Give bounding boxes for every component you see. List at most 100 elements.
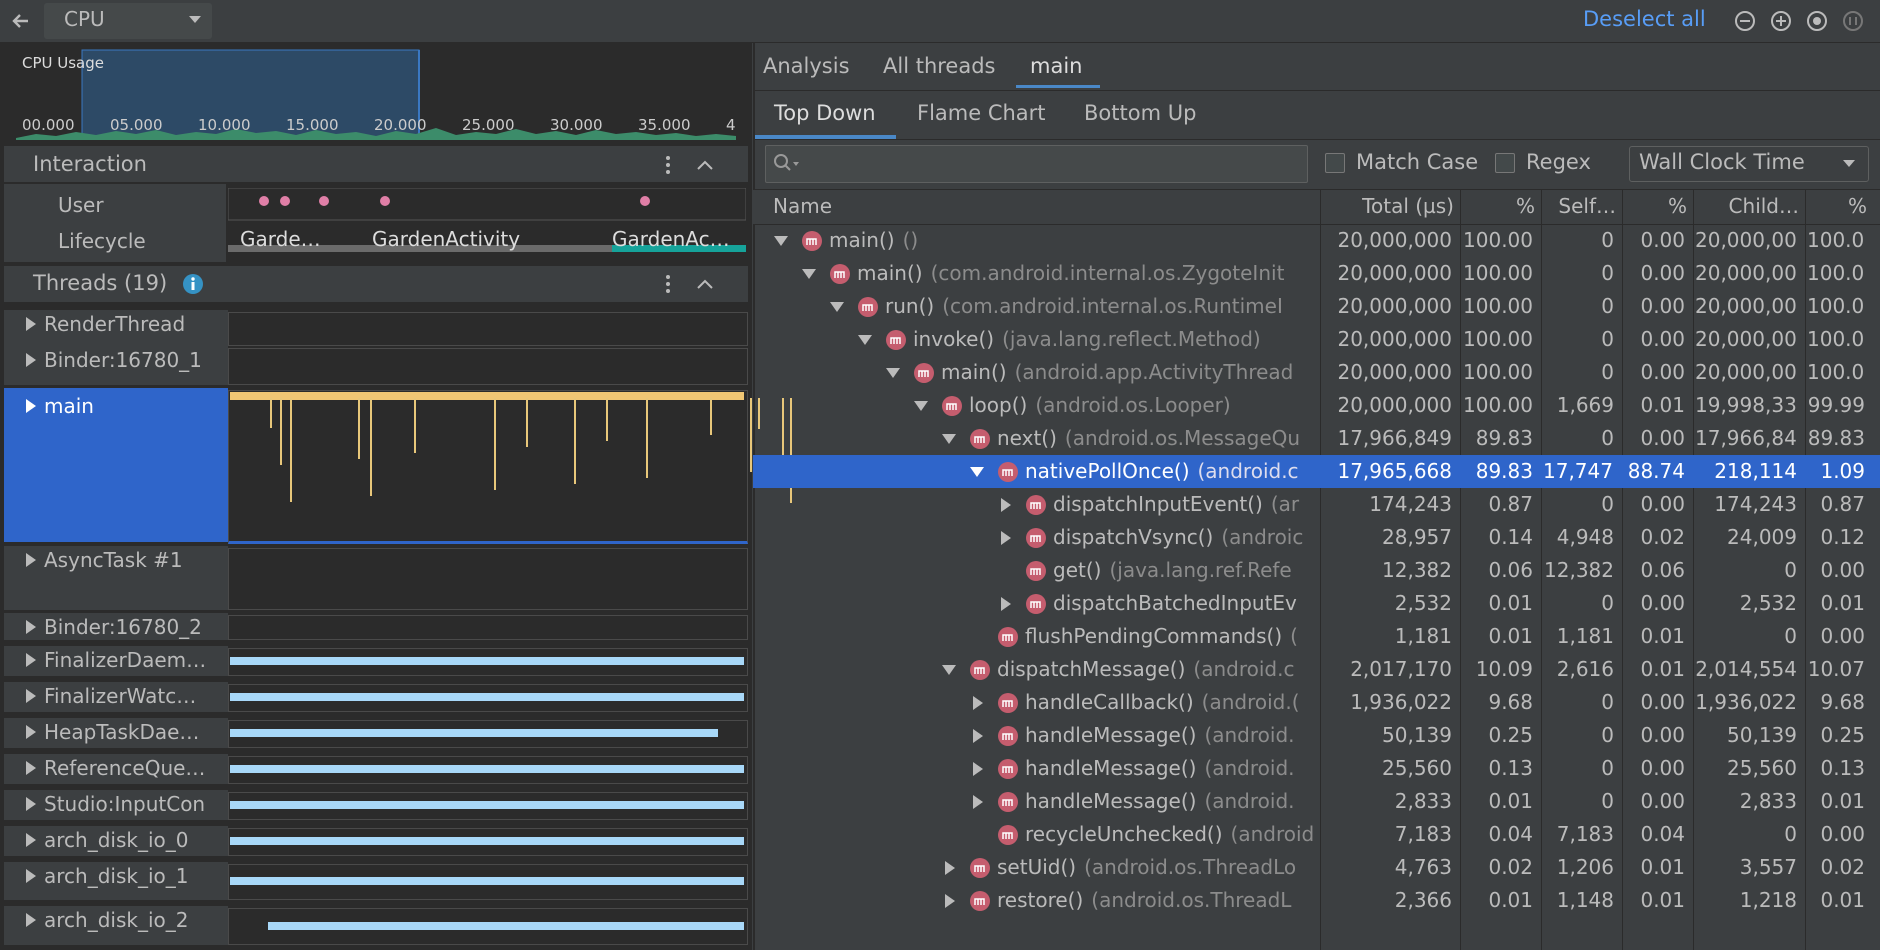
thread-row[interactable] <box>4 613 228 640</box>
deselect-all[interactable]: Deselect all <box>1583 7 1706 31</box>
call-row[interactable]: run() (com.android.internal.os.RuntimeI <box>885 290 1318 323</box>
thread-row[interactable] <box>4 310 228 346</box>
call-row[interactable]: dispatchMessage() (android.c <box>997 653 1318 686</box>
expander[interactable] <box>22 760 38 776</box>
thread-row[interactable] <box>4 646 228 676</box>
expander[interactable] <box>997 497 1013 513</box>
thread-row[interactable] <box>4 826 228 856</box>
subtab[interactable]: Bottom Up <box>1084 101 1197 125</box>
expander[interactable] <box>773 233 789 249</box>
expander[interactable] <box>969 761 985 777</box>
expander[interactable] <box>22 912 38 928</box>
thread-activity <box>270 398 272 428</box>
thread-name: arch_disk_io_1 <box>44 864 189 888</box>
call-row[interactable]: dispatchInputEvent() (ar <box>1053 488 1318 521</box>
call-row[interactable]: flushPendingCommands() ( <box>1025 620 1318 653</box>
call-row[interactable]: handleMessage() (android. <box>1025 752 1318 785</box>
expander[interactable] <box>997 596 1013 612</box>
expander[interactable] <box>22 832 38 848</box>
expander[interactable] <box>969 464 985 480</box>
thread-row[interactable] <box>4 346 228 385</box>
call-row[interactable]: get() (java.lang.ref.Refe <box>1053 554 1318 587</box>
subtab[interactable]: Top Down <box>774 101 876 125</box>
section-controls[interactable] <box>656 271 716 297</box>
call-row[interactable]: dispatchVsync() (androic <box>1053 521 1318 554</box>
thread-activity <box>606 398 608 441</box>
expander[interactable] <box>941 431 957 447</box>
search-field[interactable] <box>765 145 1308 183</box>
expander[interactable] <box>941 662 957 678</box>
call-row[interactable]: setUid() (android.os.ThreadLo <box>997 851 1318 884</box>
cell-value: 0.13 <box>1488 756 1533 780</box>
selected-row[interactable] <box>753 455 1880 488</box>
expander[interactable] <box>22 652 38 668</box>
call-row[interactable]: main() (com.android.internal.os.ZygoteIni… <box>857 257 1318 290</box>
expander[interactable] <box>885 365 901 381</box>
call-row[interactable]: main() (android.app.ActivityThread <box>941 356 1318 389</box>
tab-divider <box>753 139 1880 140</box>
method-name: flushPendingCommands() <box>1025 624 1283 648</box>
thread-row[interactable] <box>4 906 228 945</box>
thread-row[interactable] <box>4 754 228 784</box>
expander[interactable] <box>997 530 1013 546</box>
expander[interactable] <box>969 728 985 744</box>
call-row[interactable]: dispatchBatchedInputEv <box>1053 587 1318 620</box>
thread-row[interactable] <box>4 546 228 610</box>
call-row[interactable]: handleCallback() (android.( <box>1025 686 1318 719</box>
search-icon <box>774 154 799 171</box>
call-row[interactable]: nativePollOnce() (android.c <box>1025 455 1318 488</box>
match-case-checkbox[interactable] <box>1325 153 1345 173</box>
thread-row[interactable] <box>4 862 228 900</box>
thread-row[interactable] <box>4 682 228 712</box>
info-icon[interactable] <box>182 273 204 295</box>
cell-value: 100.00 <box>1463 393 1533 417</box>
back-button[interactable] <box>8 8 34 34</box>
expander[interactable] <box>22 316 38 332</box>
expander[interactable] <box>22 398 38 414</box>
clock-dropdown[interactable] <box>1629 146 1869 182</box>
expander[interactable] <box>22 868 38 884</box>
call-row[interactable]: loop() (android.os.Looper) <box>969 389 1318 422</box>
profiler-dropdown[interactable] <box>44 3 212 39</box>
expander[interactable] <box>22 352 38 368</box>
cell-value: 0.01 <box>1488 789 1533 813</box>
expander[interactable] <box>801 266 817 282</box>
expander[interactable] <box>22 796 38 812</box>
expander[interactable] <box>913 398 929 414</box>
cell-value: 0.01 <box>1488 591 1533 615</box>
expander[interactable] <box>22 688 38 704</box>
subtab-underline[interactable] <box>755 135 896 139</box>
expander[interactable] <box>857 332 873 348</box>
expander[interactable] <box>22 724 38 740</box>
expander[interactable] <box>22 619 38 635</box>
call-row[interactable]: handleMessage() (android. <box>1025 785 1318 818</box>
call-row[interactable]: next() (android.os.MessageQu <box>997 422 1318 455</box>
expander[interactable] <box>969 695 985 711</box>
thread-activity <box>230 392 744 400</box>
call-row[interactable]: main() () <box>829 224 1318 257</box>
section-controls[interactable] <box>656 152 716 178</box>
tab-underline[interactable] <box>1016 85 1100 88</box>
thread-track <box>228 312 748 346</box>
expander[interactable] <box>829 299 845 315</box>
zoom-controls[interactable] <box>1730 6 1874 36</box>
cell-value: 0 <box>1601 261 1614 285</box>
tab[interactable]: main <box>1030 54 1083 78</box>
thread-row[interactable] <box>4 790 228 820</box>
expander[interactable] <box>969 794 985 810</box>
tab[interactable]: All threads <box>883 54 996 78</box>
cell-value: 20,000,000 <box>1695 360 1797 384</box>
call-row[interactable]: invoke() (java.lang.reflect.Method) <box>913 323 1318 356</box>
regex-checkbox[interactable] <box>1495 153 1515 173</box>
call-row[interactable]: restore() (android.os.ThreadL <box>997 884 1318 917</box>
subtab[interactable]: Flame Chart <box>917 101 1046 125</box>
expander[interactable] <box>941 860 957 876</box>
expander[interactable] <box>941 893 957 909</box>
thread-row[interactable] <box>4 718 228 748</box>
cell-value: 12,382 <box>1382 558 1452 582</box>
tab[interactable]: Analysis <box>763 54 850 78</box>
call-row[interactable]: recycleUnchecked() (android <box>1025 818 1318 851</box>
expander[interactable] <box>22 552 38 568</box>
thread-row[interactable] <box>4 388 228 542</box>
call-row[interactable]: handleMessage() (android. <box>1025 719 1318 752</box>
